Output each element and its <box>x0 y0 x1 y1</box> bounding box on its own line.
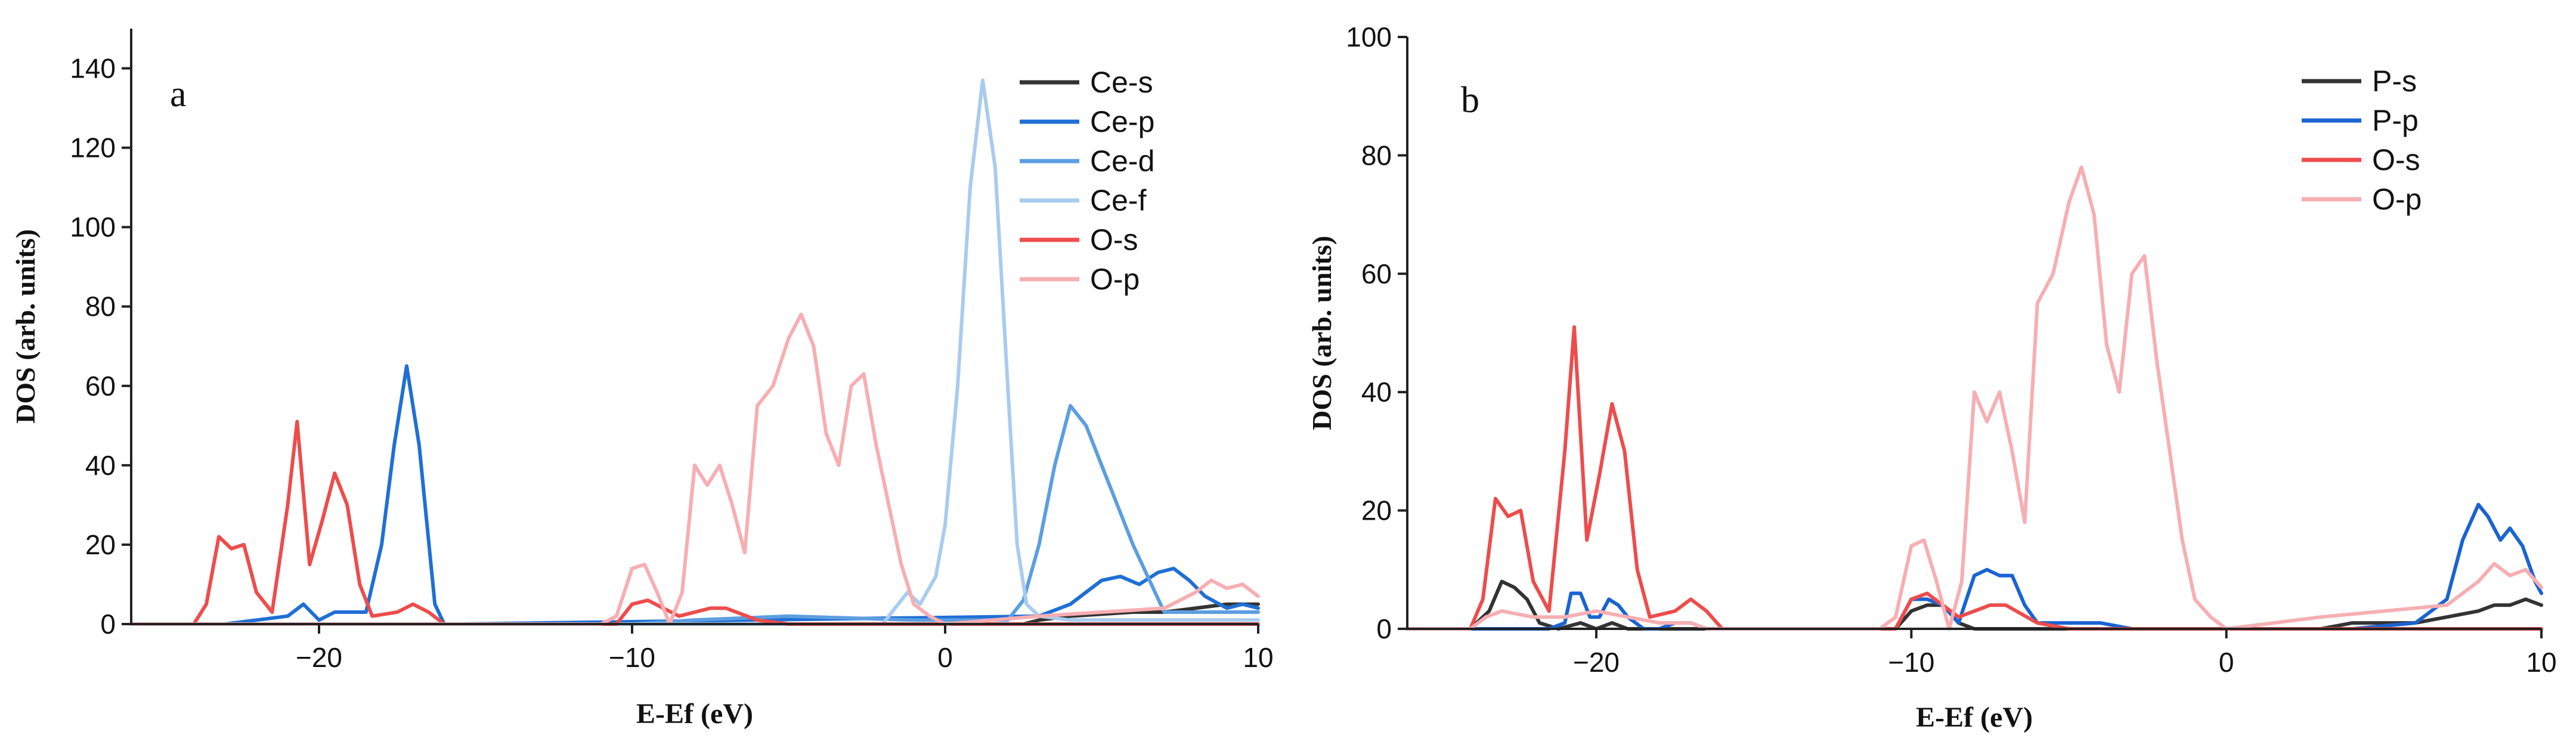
panel-a-legend: Ce-s Ce-p Ce-d Ce-f O-s O-p <box>1020 66 1154 296</box>
panel-a-series-ce-s <box>129 602 1260 626</box>
panel-a-xtick-label: −10 <box>609 642 655 673</box>
panel-b-ytick-label: 0 <box>1376 613 1392 644</box>
panel-a-ytick-label: 100 <box>70 212 116 243</box>
panel-a-xtick-label: −20 <box>296 642 342 673</box>
panel-a-legend-label-o-s: O-s <box>1090 223 1138 257</box>
panel-b-series-p-p <box>1405 502 2543 631</box>
panel-b-y-axis-label: DOS (arb. units) <box>1306 236 1337 430</box>
panel-b-letter: b <box>1461 80 1479 121</box>
panel-b-xtick-label: −10 <box>1888 647 1934 678</box>
panel-b-ytick-label: 80 <box>1361 140 1392 171</box>
panel-a-ytick-label: 60 <box>85 370 116 402</box>
panel-b-series-group <box>1405 165 2543 631</box>
panel-a-xtick-label: 0 <box>937 642 953 673</box>
panel-b-series-o-p <box>1405 165 2543 631</box>
panel-a-x-axis-label: E-Ef (eV) <box>636 698 753 730</box>
panel-a-series-o-p <box>129 313 1260 626</box>
panel-a-series-ce-d <box>129 404 1260 626</box>
panel-a-ytick-label: 20 <box>85 529 116 560</box>
panel-a-series-group <box>129 78 1260 626</box>
panel-b-legend-label-o-s: O-s <box>2372 143 2420 177</box>
panel-b-ytick-label: 40 <box>1361 376 1392 407</box>
panel-b-legend-label-p-s: P-s <box>2372 64 2417 98</box>
panel-a-y-axis-label: DOS (arb. units) <box>10 229 41 424</box>
panel-b-xtick-label: −20 <box>1573 647 1620 678</box>
panel-a-legend-label-ce-p: Ce-p <box>1090 105 1154 138</box>
panel-a-ytick-label: 140 <box>70 53 116 84</box>
panel-b-xtick-label: 10 <box>2526 647 2556 678</box>
panel-b-ytick-label: 60 <box>1361 258 1392 289</box>
panel-b-legend: P-s P-p O-s O-p <box>2302 64 2422 216</box>
panel-a-letter: a <box>170 74 187 115</box>
panel-a-legend-label-o-p: O-p <box>1090 263 1140 296</box>
panel-a-series-o-s <box>129 419 1260 626</box>
panel-b-series-p-s <box>1405 579 2543 631</box>
panel-a-ytick-label: 40 <box>85 450 116 481</box>
panel-a-legend-label-ce-d: Ce-d <box>1090 144 1154 178</box>
panel-a: 0 20 40 60 80 100 120 140 −20 −10 0 10 DOS (arb. uni… <box>10 29 1274 730</box>
panel-a-ytick-label: 0 <box>100 609 116 640</box>
panel-b-legend-label-p-p: P-p <box>2372 104 2419 137</box>
panel-a-xtick-label: 10 <box>1243 642 1273 673</box>
panel-a-series-ce-p <box>129 364 1260 626</box>
panel-a-ytick-label: 120 <box>70 132 116 163</box>
panel-b-legend-label-o-p: O-p <box>2372 183 2422 216</box>
panel-b-ytick-label: 100 <box>1346 21 1392 53</box>
panel-b-xtick-label: 0 <box>2219 647 2234 678</box>
panel-b-ytick-label: 20 <box>1361 495 1392 526</box>
panel-a-ytick-label: 80 <box>85 291 116 322</box>
panel-b-x-axis-label: E-Ef (eV) <box>1916 702 2033 733</box>
panel-a-legend-label-ce-f: Ce-f <box>1090 184 1147 217</box>
panel-b-series-o-s <box>1405 325 2543 631</box>
panel-b: 0 20 40 60 80 100 −20 −10 0 10 DOS (arb. units) E-E… <box>1306 21 2557 733</box>
panel-a-series-ce-f <box>129 78 1260 626</box>
panel-a-legend-label-ce-s: Ce-s <box>1090 66 1153 99</box>
